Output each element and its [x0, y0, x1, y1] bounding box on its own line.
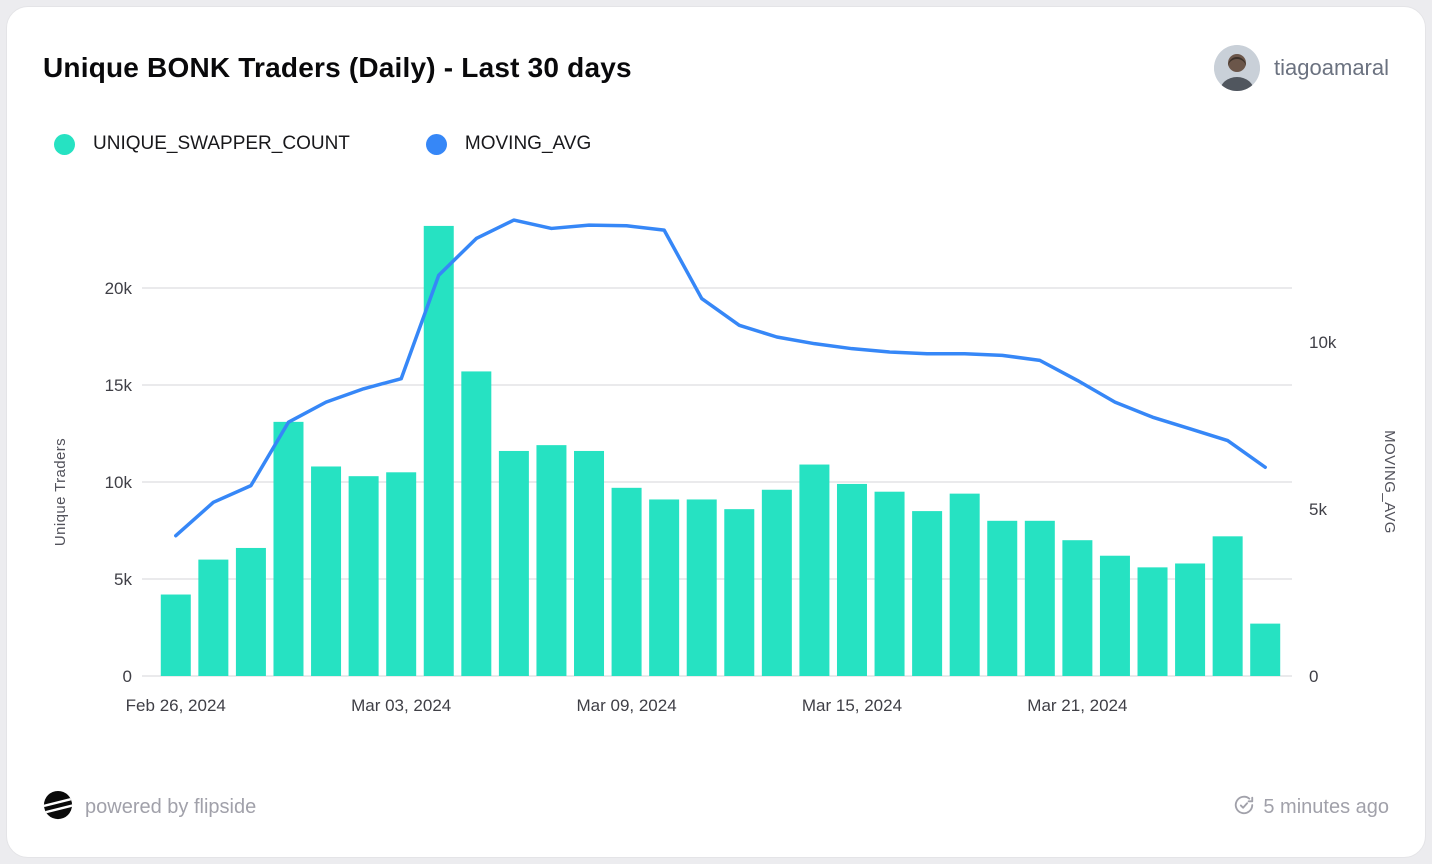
powered-by-label: powered by flipside [85, 796, 257, 818]
right-axis-tick: 5k [1309, 500, 1327, 519]
x-axis-tick: Feb 26, 2024 [126, 696, 226, 715]
chart-card: Unique BONK Traders (Daily) - Last 30 da… [6, 6, 1426, 858]
x-axis-tick: Mar 09, 2024 [576, 696, 676, 715]
bar[interactable] [498, 450, 529, 676]
x-axis-tick: Mar 15, 2024 [802, 696, 902, 715]
bar[interactable] [348, 476, 379, 676]
bar[interactable] [198, 559, 229, 676]
bar[interactable] [160, 594, 191, 676]
left-axis-tick: 15k [105, 376, 133, 395]
bar[interactable] [874, 491, 905, 676]
bar[interactable] [987, 520, 1018, 676]
x-axis-tick: Mar 21, 2024 [1027, 696, 1127, 715]
bar[interactable] [836, 483, 867, 676]
bar[interactable] [1137, 567, 1168, 676]
legend-item-unique-swapper-count[interactable]: UNIQUE_SWAPPER_COUNT [54, 133, 350, 155]
bar[interactable] [574, 450, 605, 676]
bar[interactable] [649, 499, 680, 676]
header: Unique BONK Traders (Daily) - Last 30 da… [43, 45, 1389, 91]
bar[interactable] [1212, 536, 1243, 676]
legend-label: UNIQUE_SWAPPER_COUNT [93, 133, 350, 154]
legend-label: MOVING_AVG [464, 133, 592, 154]
footer: powered by flipside 5 minutes ago [43, 790, 1389, 825]
left-axis-tick: 20k [105, 279, 133, 298]
right-axis-title: MOVING_AVG [1381, 430, 1398, 534]
user-chip[interactable]: tiagoamaral [1214, 45, 1389, 91]
right-axis-tick: 10k [1309, 333, 1337, 352]
chart-svg[interactable]: 0 5k 10k 15k 20k 0 5k 10k Unique Traders MOVING_A… [47, 192, 1399, 737]
bar[interactable] [311, 466, 342, 676]
legend: UNIQUE_SWAPPER_COUNT MOVING_AVG [54, 133, 591, 155]
bar[interactable] [1024, 520, 1055, 676]
refresh-check-icon[interactable] [1233, 794, 1255, 821]
bar[interactable] [423, 225, 454, 677]
username: tiagoamaral [1274, 55, 1389, 80]
x-axis-tick: Mar 03, 2024 [351, 696, 451, 715]
powered-by-flipside-link[interactable]: powered by flipside [43, 790, 256, 825]
bar[interactable] [536, 445, 567, 676]
bar[interactable] [1250, 623, 1281, 676]
right-axis-tick: 0 [1309, 667, 1318, 686]
bar[interactable] [611, 487, 642, 676]
left-axis-tick: 0 [123, 667, 132, 686]
bar[interactable] [235, 547, 266, 676]
chart-area[interactable]: 0 5k 10k 15k 20k 0 5k 10k Unique Traders MOVING_A… [47, 192, 1399, 737]
bar[interactable] [1062, 540, 1093, 676]
bar[interactable] [761, 489, 792, 676]
last-updated-label: 5 minutes ago [1263, 796, 1389, 818]
bar[interactable] [273, 421, 304, 676]
bar[interactable] [724, 509, 755, 676]
left-axis-tick: 5k [114, 570, 132, 589]
legend-dot-blue [425, 133, 447, 155]
page-title: Unique BONK Traders (Daily) - Last 30 da… [43, 52, 632, 83]
bar[interactable] [1099, 555, 1130, 676]
bar[interactable] [912, 511, 943, 676]
left-axis-tick: 10k [105, 473, 133, 492]
legend-item-moving-avg[interactable]: MOVING_AVG [425, 133, 592, 155]
bar[interactable] [949, 493, 980, 676]
last-updated: 5 minutes ago [1233, 794, 1389, 821]
bar[interactable] [686, 499, 717, 676]
bar[interactable] [461, 371, 492, 676]
avatar [1214, 45, 1261, 91]
bar[interactable] [386, 472, 417, 676]
legend-dot-teal [54, 133, 75, 155]
flipside-logo-icon [43, 790, 73, 825]
left-axis-title: Unique Traders [52, 438, 69, 546]
bar[interactable] [1175, 563, 1206, 676]
bar[interactable] [799, 464, 830, 676]
moving-avg-line[interactable] [174, 218, 1267, 538]
